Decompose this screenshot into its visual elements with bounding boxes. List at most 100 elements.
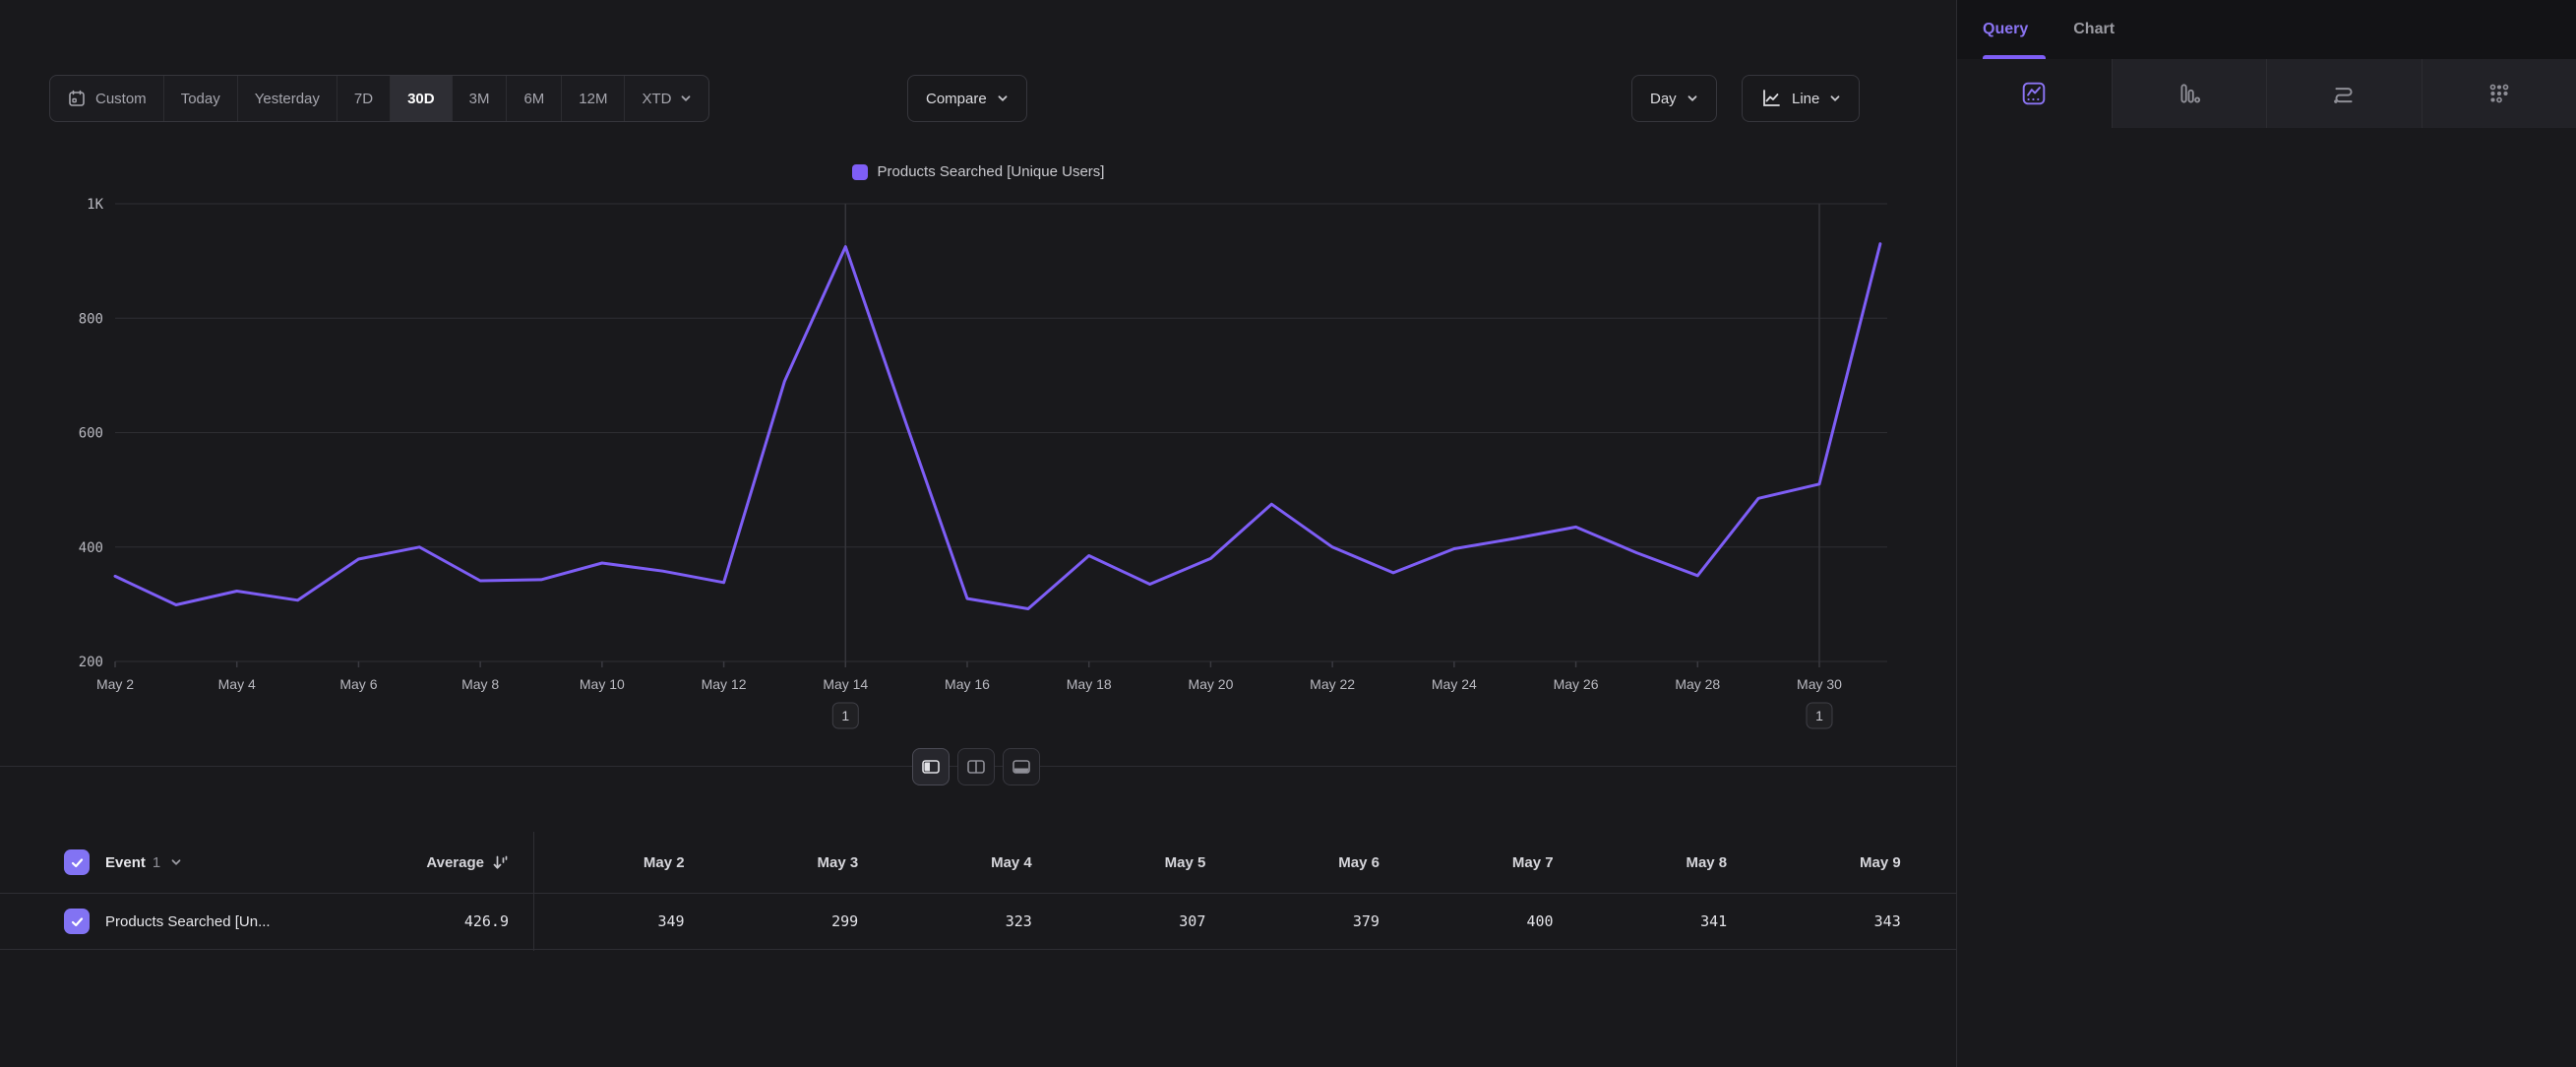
x-axis-label: May 12	[702, 676, 747, 692]
legend-label: Products Searched [Unique Users]	[877, 163, 1105, 180]
row-checkbox[interactable]	[64, 909, 90, 934]
range-7d[interactable]: 7D	[337, 76, 392, 121]
cell-value: 379	[1352, 912, 1380, 930]
average-sort-header[interactable]: Average	[426, 854, 533, 871]
report-type-tabs	[1957, 59, 2576, 128]
x-axis-label: May 8	[461, 676, 499, 692]
calendar-icon	[67, 89, 87, 108]
x-axis-label: May 22	[1310, 676, 1355, 692]
column-header[interactable]: May 5	[1164, 853, 1206, 871]
range-xtd[interactable]: XTD	[625, 76, 708, 121]
legend-swatch	[851, 163, 868, 180]
column-header[interactable]: May 7	[1511, 853, 1554, 871]
range-label: 3M	[468, 90, 490, 107]
chevron-down-icon[interactable]	[170, 856, 182, 868]
chevron-down-icon	[1829, 93, 1841, 104]
granularity-label: Day	[1650, 90, 1677, 107]
table-header-left: Event 1 Average	[0, 849, 533, 875]
event-dropdown-label[interactable]: Event	[105, 853, 146, 871]
layout-split-view-button[interactable]	[912, 748, 950, 785]
range-6m[interactable]: 6M	[507, 76, 563, 121]
layout-toggle-group	[912, 748, 1040, 785]
line-chart-icon	[1760, 88, 1782, 109]
x-axis-label: May 10	[580, 676, 625, 692]
select-all-checkbox[interactable]	[64, 849, 90, 875]
dots-grid-icon	[2486, 81, 2512, 106]
granularity-button[interactable]: Day	[1631, 75, 1717, 122]
active-tab-underline	[1983, 55, 2046, 59]
sort-descending-icon	[492, 854, 509, 871]
insights-chart-icon	[2021, 81, 2047, 106]
chart-legend: Products Searched [Unique Users]	[0, 163, 1956, 180]
annotation-badge[interactable]	[831, 702, 859, 729]
range-label: Yesterday	[254, 90, 320, 107]
tab-more-reports[interactable]	[2421, 59, 2576, 128]
x-axis-label: May 2	[96, 676, 134, 692]
x-axis-label: May 4	[218, 676, 256, 692]
range-label: XTD	[642, 90, 672, 107]
column-header[interactable]: May 2	[643, 853, 685, 871]
bottom-view-icon	[1012, 757, 1031, 777]
range-label: 30D	[407, 90, 435, 107]
compare-button[interactable]: Compare	[907, 75, 1027, 122]
cell-value: 323	[1005, 912, 1032, 930]
table-column-divider	[533, 832, 534, 951]
table-row[interactable]: Products Searched [Un... 426.9 349 299 323…	[0, 894, 1956, 950]
y-axis-label: 1K	[87, 197, 103, 213]
bar-chart-icon	[2177, 81, 2202, 106]
range-custom[interactable]: Custom	[50, 76, 164, 121]
query-panel: Query Chart	[1956, 0, 2576, 1067]
range-today[interactable]: Today	[164, 76, 238, 121]
annotation-badge-label: 1	[841, 708, 849, 723]
column-header[interactable]: May 6	[1338, 853, 1380, 871]
tab-flows-report[interactable]	[2266, 59, 2422, 128]
tab-query[interactable]: Query	[1983, 21, 2029, 37]
column-header[interactable]: May 8	[1686, 853, 1728, 871]
range-yesterday[interactable]: Yesterday	[238, 76, 337, 121]
y-axis-label: 200	[79, 655, 103, 670]
range-30d[interactable]: 30D	[391, 76, 453, 121]
annotation-badge-label: 1	[1815, 708, 1823, 723]
range-label: Custom	[95, 90, 147, 107]
results-table: Event 1 Average May 2 May 3 May 4 May 5 May …	[0, 832, 1956, 951]
date-range-control: Custom Today Yesterday 7D 30D 3M 6M 12M XTD	[49, 75, 710, 122]
chart-type-label: Line	[1792, 90, 1820, 107]
series-line	[113, 242, 1882, 610]
x-axis-label: May 18	[1067, 676, 1112, 692]
column-header[interactable]: May 3	[817, 853, 859, 871]
main-area: 1K 800 600 400 200 May 2 May 4 May 6 May 8 May 10…	[0, 75, 1956, 951]
split-view-icon	[921, 757, 941, 777]
range-3m[interactable]: 3M	[453, 76, 508, 121]
tab-insights-report[interactable]	[1957, 59, 2112, 128]
x-axis-label: May 20	[1188, 676, 1233, 692]
column-header[interactable]: May 9	[1860, 853, 1901, 871]
event-count: 1	[152, 853, 161, 871]
x-axis-label: May 24	[1432, 676, 1477, 692]
range-label: 12M	[579, 90, 608, 107]
x-axis-label: May 28	[1675, 676, 1720, 692]
average-column-label: Average	[426, 853, 484, 871]
range-label: 7D	[353, 90, 374, 107]
annotation-badge[interactable]	[1806, 702, 1833, 729]
layout-bottom-view-button[interactable]	[1003, 748, 1040, 785]
column-header[interactable]: May 4	[991, 853, 1032, 871]
cell-value: 343	[1873, 912, 1901, 930]
x-axis-label: May 16	[945, 676, 990, 692]
tab-chart[interactable]: Chart	[2073, 21, 2116, 37]
cell-value: 400	[1526, 912, 1554, 930]
average-value: 426.9	[463, 912, 509, 930]
layout-columns-view-button[interactable]	[957, 748, 995, 785]
x-axis-label: May 6	[339, 676, 377, 692]
x-axis-label: May 14	[823, 676, 868, 692]
cell-value: 349	[657, 912, 685, 930]
panel-tab-bar: Query Chart	[1957, 0, 2576, 59]
tab-funnels-report[interactable]	[2111, 59, 2266, 128]
x-axis-label: May 26	[1554, 676, 1599, 692]
cell-value: 299	[831, 912, 859, 930]
chevron-down-icon	[1687, 93, 1698, 104]
chart-type-button[interactable]: Line	[1742, 75, 1861, 122]
range-12m[interactable]: 12M	[562, 76, 626, 121]
range-label: Today	[180, 90, 220, 107]
cell-value: 341	[1700, 912, 1728, 930]
